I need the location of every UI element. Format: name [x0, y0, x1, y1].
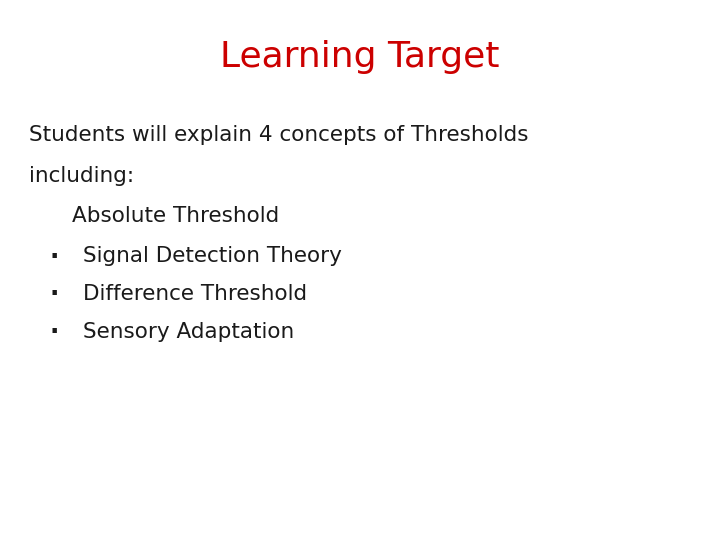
Text: ·: · [49, 320, 59, 344]
Text: Signal Detection Theory: Signal Detection Theory [83, 246, 342, 267]
Text: Absolute Threshold: Absolute Threshold [72, 206, 279, 226]
Text: Sensory Adaptation: Sensory Adaptation [83, 322, 294, 342]
Text: including:: including: [29, 165, 134, 186]
Text: Difference Threshold: Difference Threshold [83, 284, 307, 305]
Text: Students will explain 4 concepts of Thresholds: Students will explain 4 concepts of Thre… [29, 125, 528, 145]
Text: Learning Target: Learning Target [220, 40, 500, 73]
Text: ·: · [49, 282, 59, 306]
Text: ·: · [49, 245, 59, 268]
